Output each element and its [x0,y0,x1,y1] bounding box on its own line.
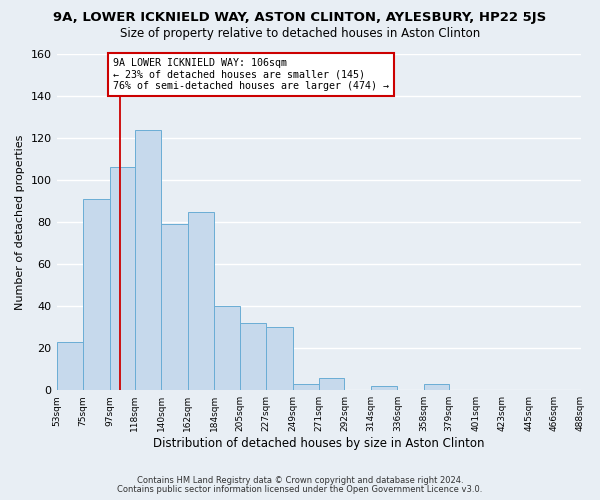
Bar [188,212,214,390]
Bar [293,384,319,390]
X-axis label: Distribution of detached houses by size in Aston Clinton: Distribution of detached houses by size … [153,437,484,450]
Bar [266,327,293,390]
Text: 9A, LOWER ICKNIELD WAY, ASTON CLINTON, AYLESBURY, HP22 5JS: 9A, LOWER ICKNIELD WAY, ASTON CLINTON, A… [53,11,547,24]
Bar [135,130,161,390]
Text: 9A LOWER ICKNIELD WAY: 106sqm
← 23% of detached houses are smaller (145)
76% of : 9A LOWER ICKNIELD WAY: 106sqm ← 23% of d… [113,58,389,92]
Bar [371,386,397,390]
Bar [319,378,344,390]
Bar [83,199,110,390]
Text: Contains public sector information licensed under the Open Government Licence v3: Contains public sector information licen… [118,484,482,494]
Bar [239,323,266,390]
Bar [424,384,449,390]
Y-axis label: Number of detached properties: Number of detached properties [15,134,25,310]
Bar [110,168,135,390]
Text: Contains HM Land Registry data © Crown copyright and database right 2024.: Contains HM Land Registry data © Crown c… [137,476,463,485]
Text: Size of property relative to detached houses in Aston Clinton: Size of property relative to detached ho… [120,28,480,40]
Bar [56,342,83,390]
Bar [161,224,188,390]
Bar [214,306,239,390]
